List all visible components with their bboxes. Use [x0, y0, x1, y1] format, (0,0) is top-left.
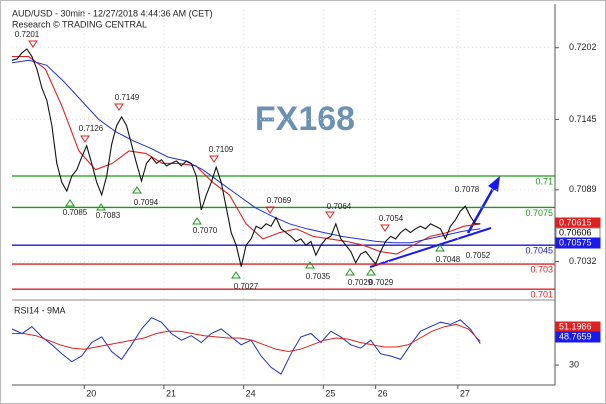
- trough-marker: [435, 244, 445, 252]
- annotation-label: 0.7078: [455, 185, 480, 194]
- price-tag-label: 51.1986: [559, 321, 592, 331]
- annotation-label: 0.7054: [379, 214, 404, 223]
- annotation-label: 0.7070: [193, 226, 218, 235]
- trough-marker: [132, 186, 142, 194]
- trend-line: [369, 227, 492, 268]
- annotation-label: 0.7029: [369, 278, 394, 287]
- price-tag: [555, 237, 601, 249]
- annotation-label: 0.7052: [466, 251, 491, 260]
- x-tick-label: 26: [378, 388, 388, 398]
- price-tag-label: 0.70606: [559, 227, 592, 237]
- trough-marker: [192, 217, 202, 225]
- annotation-label: 0.7064: [327, 202, 352, 211]
- annotation-label: 0.7126: [79, 124, 104, 133]
- peak-marker: [80, 135, 90, 143]
- rsi-title: RSI14 - 9MA: [14, 305, 66, 315]
- trough-marker: [366, 268, 376, 276]
- y-tick-label: 0.7202: [569, 42, 597, 52]
- trough-marker: [345, 268, 355, 276]
- trough-marker: [65, 199, 75, 207]
- annotation-label: 0.7083: [96, 211, 121, 220]
- x-tick-label: 21: [166, 388, 176, 398]
- annotation-label: 0.7029: [348, 278, 373, 287]
- annotation-label: 0.7094: [134, 198, 159, 207]
- arrow-head: [488, 176, 500, 192]
- annotation-label: 0.7027: [234, 282, 259, 291]
- x-tick-label: 24: [246, 388, 256, 398]
- x-tick-label: 27: [460, 388, 470, 398]
- annotation-label: 0.7048: [436, 255, 461, 264]
- price-tag-label: 0.70615: [559, 217, 592, 227]
- peak-marker: [209, 155, 219, 163]
- trough-marker: [305, 261, 315, 269]
- annotation-label: 0.7085: [63, 208, 88, 217]
- peak-marker: [380, 224, 390, 232]
- price-tag-label: 48.7659: [559, 331, 592, 341]
- y-tick-label: 0.7032: [569, 256, 597, 266]
- series-line: [11, 48, 481, 267]
- annotation-label: 0.7109: [209, 145, 234, 154]
- peak-marker: [325, 211, 335, 219]
- level-label: 0.7045: [525, 246, 553, 256]
- trough-marker: [96, 203, 106, 211]
- price-tag: [555, 331, 601, 343]
- peak-marker: [265, 206, 275, 214]
- annotation-label: 0.7149: [115, 93, 140, 102]
- trough-marker: [231, 271, 241, 279]
- annotation-label: 0.7069: [267, 196, 292, 205]
- series-line: [12, 55, 481, 255]
- rsi-tick-label: 30: [569, 359, 579, 369]
- level-label: 0.703: [530, 264, 553, 274]
- level-label: 0.71: [535, 176, 553, 186]
- chart-title: AUD/USD - 30min - 12/27/2018 4:44:36 AM …: [12, 8, 213, 18]
- annotation-label: 0.7201: [15, 30, 40, 39]
- x-tick-label: 20: [86, 388, 96, 398]
- level-label: 0.701: [530, 290, 553, 300]
- y-tick-label: 0.7145: [569, 114, 597, 124]
- peak-marker: [114, 103, 124, 111]
- annotation-label: 0.7035: [306, 272, 331, 281]
- level-label: 0.7075: [525, 208, 553, 218]
- series-line: [11, 317, 481, 375]
- peak-marker: [28, 40, 38, 48]
- price-tag-label: 0.70575: [559, 237, 592, 247]
- chart-subtitle: Research © TRADING CENTRAL: [12, 19, 147, 29]
- y-tick-label: 0.7089: [569, 184, 597, 194]
- x-tick-label: 25: [325, 388, 335, 398]
- series-line: [12, 323, 481, 353]
- series-line: [11, 59, 481, 244]
